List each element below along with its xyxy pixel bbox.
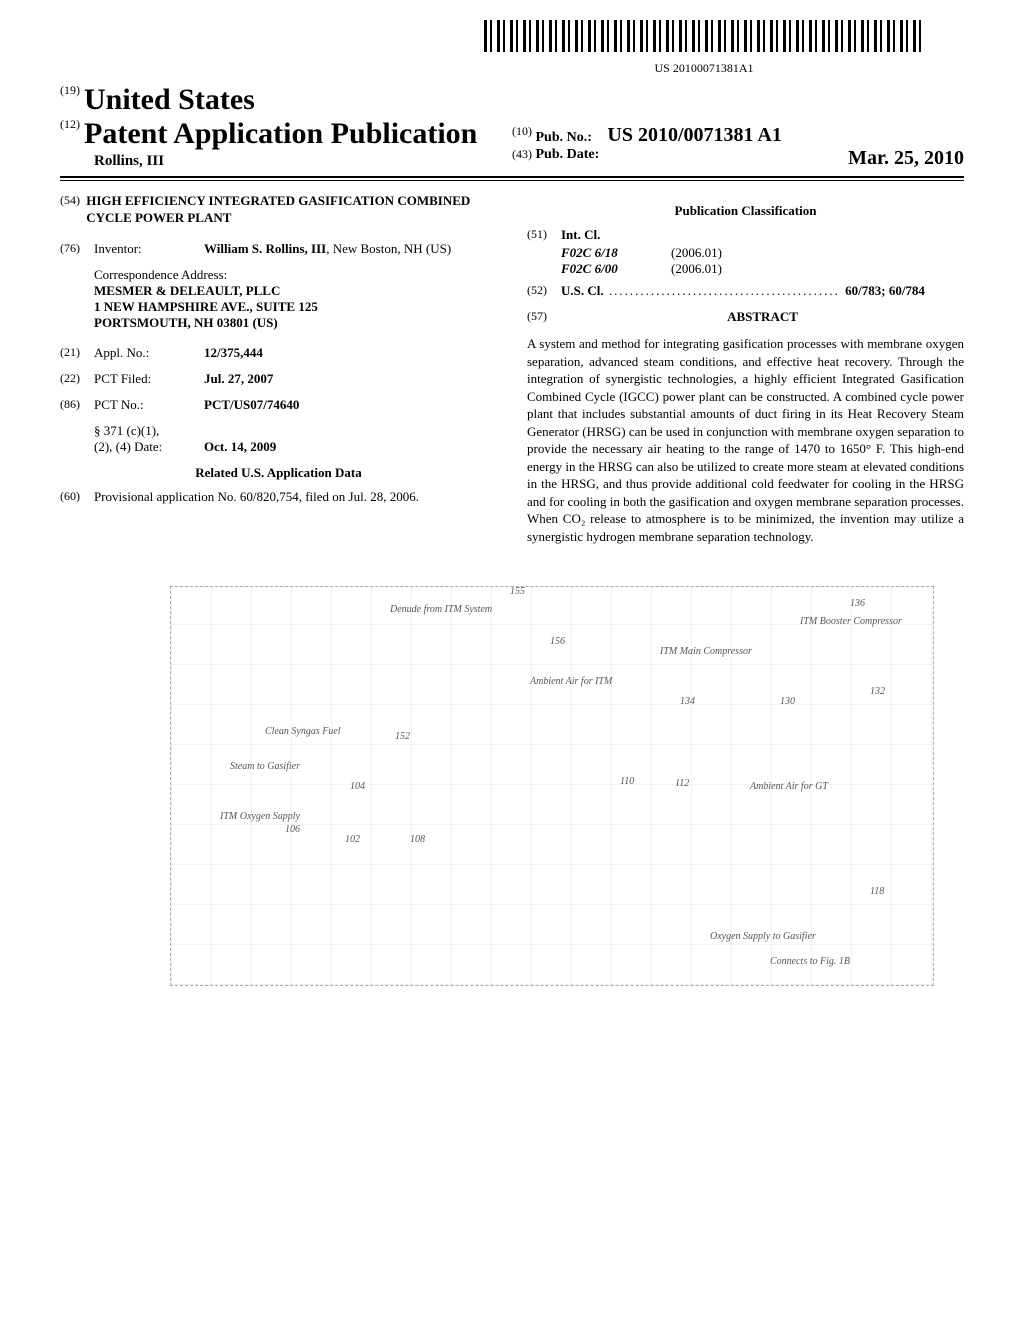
barcode	[484, 20, 924, 52]
intcl2-code: F02C 6/00	[561, 261, 671, 277]
figure-label: 132	[870, 686, 885, 697]
publication-type: Patent Application Publication	[84, 117, 477, 150]
figure-label: 155	[510, 586, 525, 597]
pubdate-value: Mar. 25, 2010	[848, 147, 964, 170]
figure-label: 106	[285, 824, 300, 835]
figure-label: 104	[350, 781, 365, 792]
figure-label: ITM Oxygen Supply	[220, 811, 300, 822]
figure-label: Clean Syngas Fuel	[265, 726, 341, 737]
uscl-value: 60/783; 60/784	[845, 283, 925, 298]
barcode-block: US 20100071381A1	[60, 20, 924, 77]
uscl-label: U.S. Cl.	[561, 283, 604, 298]
uscl-dots: ........................................…	[604, 283, 846, 298]
pubno-value: US 2010/0071381 A1	[607, 124, 781, 146]
figure-label: 134	[680, 696, 695, 707]
inventor-location: , New Boston, NH (US)	[326, 241, 451, 256]
pctno-label: PCT No.:	[94, 397, 204, 413]
figure-drawing: 155 Denude from ITM System 156 136 ITM Boost…	[60, 576, 964, 996]
barcode-caption: US 20100071381A1	[484, 61, 924, 76]
code-54: (54)	[60, 193, 86, 227]
related-data-header: Related U.S. Application Data	[60, 465, 497, 481]
inventor-name: William S. Rollins, III	[204, 241, 326, 256]
s371-value: Oct. 14, 2009	[204, 439, 497, 455]
code-51: (51)	[527, 227, 561, 243]
pubclass-header: Publication Classification	[527, 203, 964, 219]
code-19: (19)	[60, 83, 80, 97]
country-title: United States	[84, 83, 255, 116]
intcl2-version: (2006.01)	[671, 261, 722, 277]
applno-label: Appl. No.:	[94, 345, 204, 361]
rule-thick	[60, 176, 964, 178]
invention-title: HIGH EFFICIENCY INTEGRATED GASIFICATION …	[86, 193, 497, 227]
figure-label: ITM Main Compressor	[660, 646, 752, 657]
figure-label: 130	[780, 696, 795, 707]
s371-label1: § 371 (c)(1),	[94, 423, 204, 439]
figure-label: Ambient Air for GT	[750, 781, 828, 792]
figure-label: Oxygen Supply to Gasifier	[710, 931, 816, 942]
code-43: (43)	[512, 147, 532, 161]
code-57: (57)	[527, 309, 561, 325]
correspondence-label: Correspondence Address:	[94, 267, 497, 283]
figure-label: 108	[410, 834, 425, 845]
pubdate-label: Pub. Date:	[536, 147, 600, 162]
code-12: (12)	[60, 117, 80, 131]
pctfiled-value: Jul. 27, 2007	[204, 371, 497, 387]
abstract-header: ABSTRACT	[561, 309, 964, 325]
inventor-label: Inventor:	[94, 241, 204, 257]
correspondence-name: MESMER & DELEAULT, PLLC	[94, 283, 497, 299]
code-60: (60)	[60, 489, 94, 505]
code-76: (76)	[60, 241, 94, 257]
intcl1-version: (2006.01)	[671, 245, 722, 261]
intcl1-code: F02C 6/18	[561, 245, 671, 261]
code-21: (21)	[60, 345, 94, 361]
author-surname: Rollins, III	[94, 153, 512, 170]
pctfiled-label: PCT Filed:	[94, 371, 204, 387]
figure-label: 156	[550, 636, 565, 647]
pctno-value: PCT/US07/74640	[204, 397, 497, 413]
code-10: (10)	[512, 124, 532, 138]
right-column: Publication Classification (51) Int. Cl.…	[527, 193, 964, 546]
pubno-label: Pub. No.:	[536, 130, 592, 145]
applno-value: 12/375,444	[204, 345, 497, 361]
figure-label: Steam to Gasifier	[230, 761, 300, 772]
s371-label2: (2), (4) Date:	[94, 439, 204, 455]
figure-label: 152	[395, 731, 410, 742]
figure-label: 112	[675, 778, 689, 789]
figure-label: Denude from ITM System	[390, 604, 492, 615]
figure-label: 136	[850, 598, 865, 609]
figure-label: ITM Booster Compressor	[800, 616, 902, 627]
correspondence-street: 1 NEW HAMPSHIRE AVE., SUITE 125	[94, 299, 497, 315]
left-column: (54) HIGH EFFICIENCY INTEGRATED GASIFICA…	[60, 193, 497, 546]
code-22: (22)	[60, 371, 94, 387]
correspondence-city: PORTSMOUTH, NH 03801 (US)	[94, 315, 497, 331]
abstract-text: A system and method for integrating gasi…	[527, 335, 964, 546]
code-86: (86)	[60, 397, 94, 413]
rule-thin	[60, 180, 964, 181]
provisional-text: Provisional application No. 60/820,754, …	[94, 489, 497, 505]
figure-label: 118	[870, 886, 884, 897]
figure-label: 110	[620, 776, 634, 787]
figure-label: Ambient Air for ITM	[530, 676, 612, 687]
code-52: (52)	[527, 283, 561, 299]
figure-label: 102	[345, 834, 360, 845]
figure-label: Connects to Fig. 1B	[770, 956, 850, 967]
intcl-label: Int. Cl.	[561, 227, 600, 243]
